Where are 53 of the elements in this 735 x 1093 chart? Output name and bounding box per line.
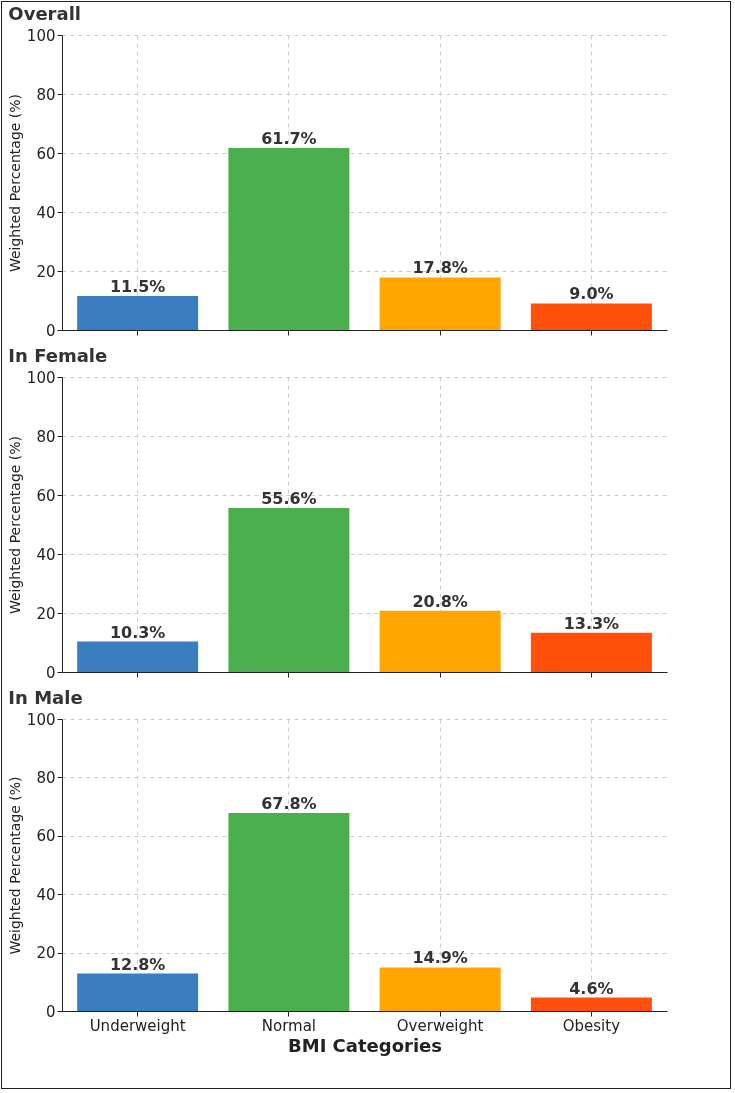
bar xyxy=(530,632,652,672)
data-label: 4.6% xyxy=(569,978,614,998)
y-tick-label: 20 xyxy=(36,944,56,963)
y-axis-title: Weighted Percentage (%) xyxy=(6,435,23,615)
y-tick-label: 60 xyxy=(36,486,56,505)
bar xyxy=(379,967,501,1011)
y-tick-label: 100 xyxy=(26,26,56,45)
chart-title: In Female xyxy=(8,345,108,366)
data-label: 11.5% xyxy=(109,277,166,297)
y-tick-label: 60 xyxy=(36,144,56,163)
y-tick-label: 100 xyxy=(26,368,56,387)
data-label: 13.3% xyxy=(563,613,620,633)
y-tick-label: 40 xyxy=(36,885,56,904)
bar xyxy=(77,973,199,1011)
data-label: 9.0% xyxy=(569,284,614,304)
y-tick-label: 80 xyxy=(36,427,56,446)
x-tick-label: Overweight xyxy=(396,1016,484,1035)
data-label: 10.3% xyxy=(109,622,166,642)
data-label: 61.7% xyxy=(261,128,317,148)
chart-title: Overall xyxy=(8,3,81,24)
chart-title: In Male xyxy=(8,687,83,708)
y-axis-title: Weighted Percentage (%) xyxy=(6,776,23,955)
y-tick-label: 20 xyxy=(36,604,56,623)
y-tick-label: 0 xyxy=(45,663,56,682)
bar xyxy=(77,296,199,330)
y-tick-label: 20 xyxy=(36,262,56,281)
bar xyxy=(530,997,652,1011)
bar xyxy=(530,303,652,330)
data-label: 14.9% xyxy=(412,948,468,968)
bar xyxy=(228,507,350,672)
bar xyxy=(228,147,350,330)
bar xyxy=(77,641,199,672)
y-tick-label: 60 xyxy=(36,827,56,846)
x-axis-title: BMI Categories xyxy=(288,1034,442,1056)
data-label: 17.8% xyxy=(412,258,468,278)
bar xyxy=(228,813,350,1011)
y-tick-label: 100 xyxy=(26,710,56,729)
y-tick-label: 40 xyxy=(36,203,56,222)
y-tick-label: 80 xyxy=(36,85,56,104)
x-tick-label: Normal xyxy=(261,1016,317,1035)
data-label: 12.8% xyxy=(109,954,166,974)
data-label: 67.8% xyxy=(261,794,317,814)
x-tick-label: Obesity xyxy=(562,1016,621,1035)
y-tick-label: 40 xyxy=(36,545,56,564)
data-label: 20.8% xyxy=(412,591,468,611)
y-tick-label: 0 xyxy=(45,1002,56,1021)
x-tick-label: Underweight xyxy=(89,1016,186,1035)
y-tick-label: 0 xyxy=(45,321,56,340)
bar xyxy=(379,610,501,672)
bar xyxy=(379,277,501,330)
data-label: 55.6% xyxy=(261,488,317,508)
y-tick-label: 80 xyxy=(36,768,56,787)
y-axis-title: Weighted Percentage (%) xyxy=(6,93,23,273)
